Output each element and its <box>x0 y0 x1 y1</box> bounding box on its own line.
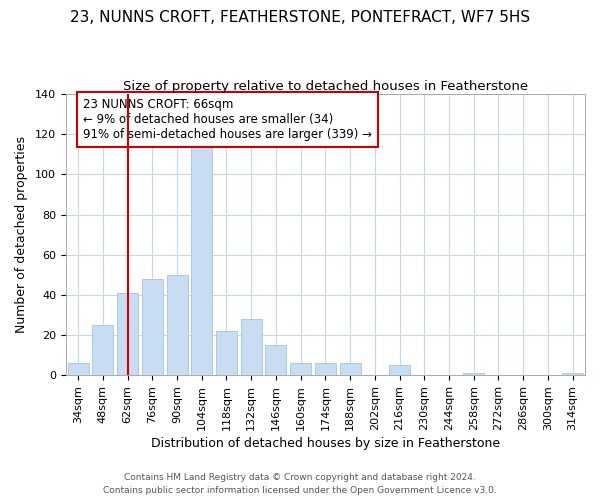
Title: Size of property relative to detached houses in Featherstone: Size of property relative to detached ho… <box>123 80 528 93</box>
Bar <box>315 363 336 375</box>
Bar <box>117 293 138 375</box>
Bar <box>389 365 410 375</box>
Bar <box>68 363 89 375</box>
X-axis label: Distribution of detached houses by size in Featherstone: Distribution of detached houses by size … <box>151 437 500 450</box>
Bar <box>290 363 311 375</box>
Text: 23 NUNNS CROFT: 66sqm
← 9% of detached houses are smaller (34)
91% of semi-detac: 23 NUNNS CROFT: 66sqm ← 9% of detached h… <box>83 98 372 141</box>
Bar <box>167 275 188 375</box>
Bar <box>142 279 163 375</box>
Text: 23, NUNNS CROFT, FEATHERSTONE, PONTEFRACT, WF7 5HS: 23, NUNNS CROFT, FEATHERSTONE, PONTEFRAC… <box>70 10 530 25</box>
Bar <box>241 319 262 375</box>
Text: Contains HM Land Registry data © Crown copyright and database right 2024.
Contai: Contains HM Land Registry data © Crown c… <box>103 474 497 495</box>
Bar <box>216 331 237 375</box>
Bar <box>92 325 113 375</box>
Bar <box>562 373 583 375</box>
Bar <box>340 363 361 375</box>
Bar <box>463 373 484 375</box>
Bar <box>191 138 212 375</box>
Y-axis label: Number of detached properties: Number of detached properties <box>15 136 28 333</box>
Bar <box>265 345 286 375</box>
